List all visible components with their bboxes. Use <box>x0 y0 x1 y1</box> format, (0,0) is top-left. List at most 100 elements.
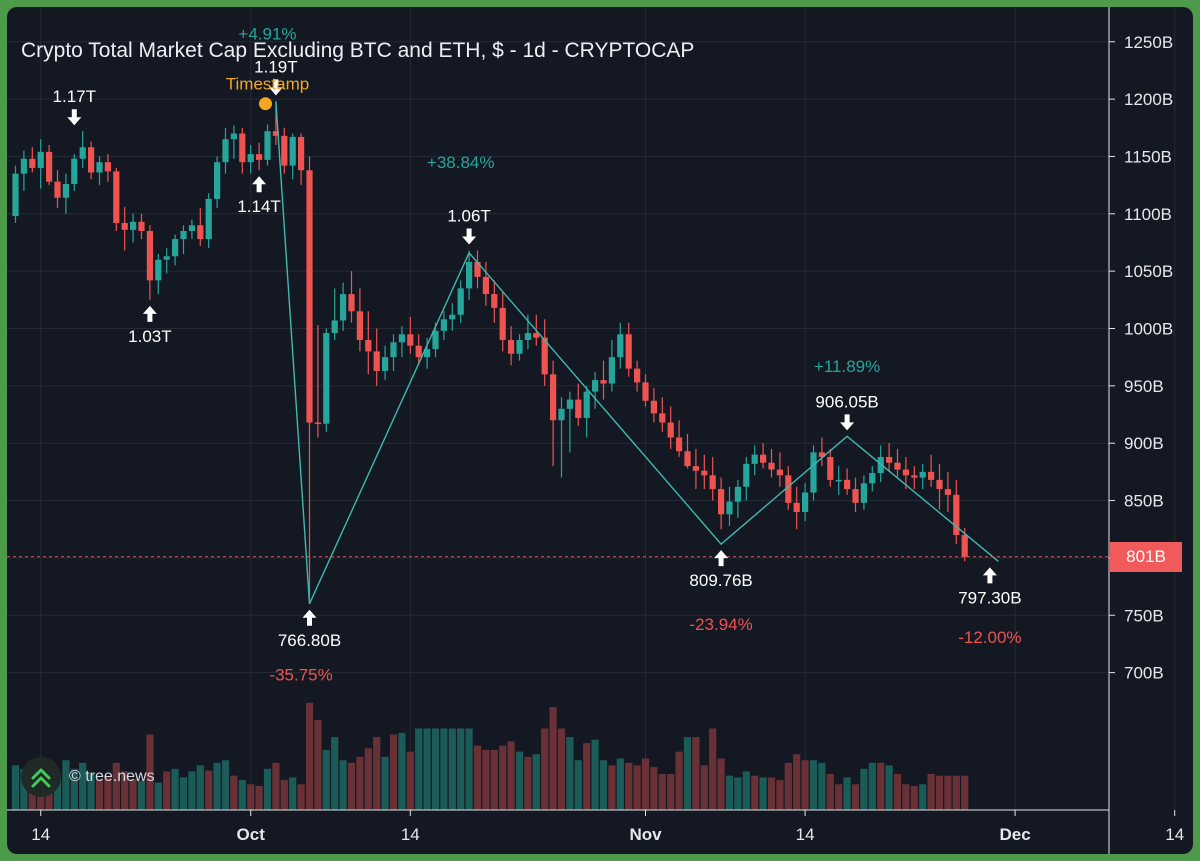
volume-bar <box>213 762 221 810</box>
candle <box>491 280 498 323</box>
candle <box>709 456 716 501</box>
volume-bar <box>793 754 801 810</box>
candle <box>449 303 456 331</box>
candle <box>188 219 195 240</box>
candle <box>298 133 305 186</box>
candle <box>29 147 36 173</box>
pivot-low-marker: 809.76B <box>689 550 753 590</box>
candle <box>163 248 170 274</box>
volume-bar <box>104 777 112 810</box>
volume-bar <box>532 754 540 810</box>
candle-body <box>390 342 397 358</box>
candle <box>340 282 347 331</box>
candle-body <box>751 454 758 464</box>
candle-body <box>398 334 405 343</box>
candle-body <box>827 456 834 480</box>
candles <box>12 101 968 604</box>
candle-body <box>810 452 817 493</box>
candle <box>944 471 951 513</box>
candle <box>373 328 380 386</box>
pivot-low-marker: 1.14T <box>237 176 281 216</box>
change-label: +4.91% <box>238 24 296 43</box>
volume-bar <box>557 728 566 810</box>
candle <box>600 360 607 400</box>
candle <box>760 443 767 469</box>
chart-frame: 1.17T 1.03T 1.19T 1.14T 766.80B 1.06T 809.76B 9… <box>7 7 1193 854</box>
candle <box>197 208 204 246</box>
volume-bar <box>263 768 272 810</box>
candle-body <box>760 454 767 463</box>
volume-bar <box>667 773 675 810</box>
candle <box>46 144 53 186</box>
volume-bar <box>801 760 809 810</box>
pivot-label: 809.76B <box>689 571 752 590</box>
candle-body <box>886 456 893 463</box>
candle-body <box>449 314 456 320</box>
candle <box>96 156 103 186</box>
candle <box>155 253 162 295</box>
candle-body <box>785 475 792 503</box>
volume-bar <box>675 751 683 810</box>
volume-bar <box>70 768 78 810</box>
arrow-up-icon <box>302 609 317 626</box>
volume-bar <box>339 760 347 810</box>
candle <box>852 477 859 513</box>
change-label: +11.89% <box>814 357 880 376</box>
volume-bar <box>364 748 372 810</box>
candle <box>88 141 95 180</box>
volume-bar <box>776 779 784 810</box>
volume-bar <box>280 779 288 810</box>
price-chart[interactable]: 1.17T 1.03T 1.19T 1.14T 766.80B 1.06T 809.76B 9… <box>7 7 1193 854</box>
candle <box>407 317 414 354</box>
volume-bar <box>893 773 902 810</box>
pivot-high-marker: 1.17T <box>53 87 96 126</box>
volume-bar <box>20 768 28 810</box>
volume-bar <box>961 775 969 810</box>
candle-body <box>172 239 179 257</box>
candle <box>356 288 363 352</box>
volume-bar <box>473 745 482 810</box>
volume-bar <box>230 775 238 810</box>
volume-bar <box>751 775 759 810</box>
candle-body <box>314 422 321 425</box>
candle-body <box>197 225 204 240</box>
volume-bar <box>759 777 767 810</box>
volume-bar <box>541 728 549 810</box>
arrow-down-icon <box>840 414 855 431</box>
candle <box>415 334 422 363</box>
volume-bar <box>885 765 893 810</box>
candle <box>113 167 120 232</box>
candle-body <box>20 158 27 174</box>
candle-body <box>138 221 145 232</box>
candle-body <box>701 470 708 476</box>
candle <box>928 454 935 487</box>
candle <box>583 385 590 438</box>
volume-bar <box>381 756 389 810</box>
change-label: -23.94% <box>689 615 752 634</box>
arrow-up-icon <box>252 176 267 193</box>
candle <box>810 445 817 501</box>
candle-body <box>239 133 246 163</box>
y-tick-label: 850B <box>1124 492 1164 511</box>
volume-bar <box>591 739 599 810</box>
candle-body <box>331 320 338 334</box>
candle-body <box>130 221 137 230</box>
candle <box>365 311 372 375</box>
candle-body <box>659 413 666 423</box>
candle-body <box>188 225 195 232</box>
candle <box>172 234 179 266</box>
candle-body <box>29 158 36 168</box>
arrow-up-icon <box>714 550 729 567</box>
volume-bar <box>53 777 62 810</box>
candle <box>860 475 867 510</box>
candle <box>768 448 775 478</box>
candle-body <box>919 471 926 478</box>
candle-body <box>684 451 691 467</box>
pivot-high-marker: 1.19T <box>254 57 298 96</box>
current-price-tag: 801B <box>1110 541 1182 572</box>
volume-bar <box>843 777 851 810</box>
candle-body <box>155 259 162 281</box>
pivot-label: 1.19T <box>254 57 297 76</box>
volume-bar <box>952 775 960 810</box>
volume-bar <box>179 777 188 810</box>
